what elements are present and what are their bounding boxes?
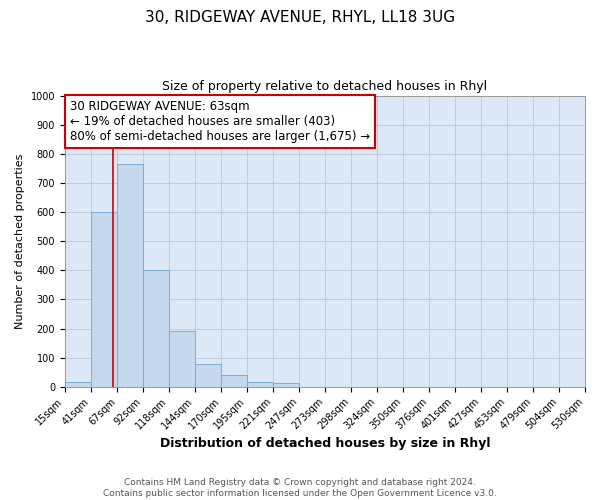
Title: Size of property relative to detached houses in Rhyl: Size of property relative to detached ho… — [163, 80, 487, 93]
Text: 30, RIDGEWAY AVENUE, RHYL, LL18 3UG: 30, RIDGEWAY AVENUE, RHYL, LL18 3UG — [145, 10, 455, 25]
Bar — [221, 375, 247, 387]
X-axis label: Distribution of detached houses by size in Rhyl: Distribution of detached houses by size … — [160, 437, 490, 450]
Y-axis label: Number of detached properties: Number of detached properties — [15, 154, 25, 329]
Bar — [143, 270, 169, 387]
Bar — [91, 212, 118, 387]
Bar — [118, 164, 143, 387]
Text: Contains HM Land Registry data © Crown copyright and database right 2024.
Contai: Contains HM Land Registry data © Crown c… — [103, 478, 497, 498]
Bar — [273, 384, 299, 387]
Bar — [195, 364, 221, 387]
Bar — [247, 382, 273, 387]
Text: 30 RIDGEWAY AVENUE: 63sqm
← 19% of detached houses are smaller (403)
80% of semi: 30 RIDGEWAY AVENUE: 63sqm ← 19% of detac… — [70, 100, 370, 143]
Bar — [169, 332, 195, 387]
Bar — [65, 382, 91, 387]
